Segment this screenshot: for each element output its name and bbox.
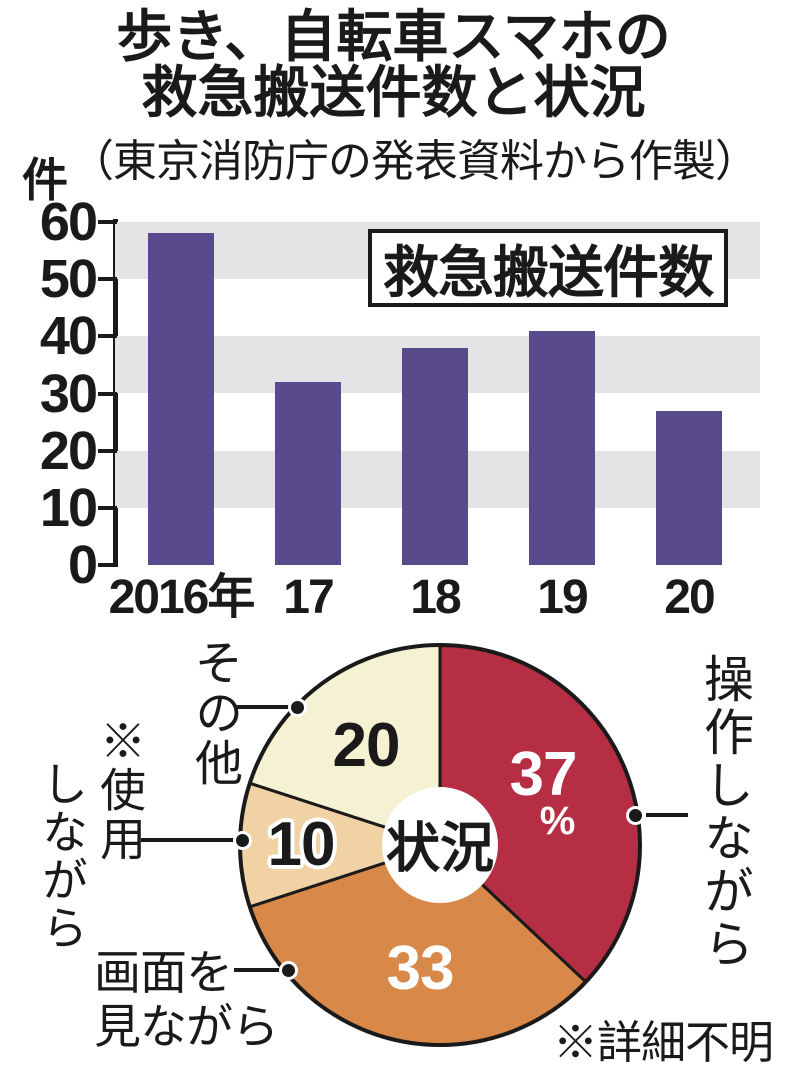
leader-line-while-operating <box>646 813 688 817</box>
y-axis-tick-label: 20 <box>39 420 98 481</box>
pie-slice-value-3: 20 <box>332 711 401 780</box>
x-axis-label: 18 <box>410 571 461 624</box>
leader-dot-while-using <box>233 831 252 850</box>
pie-chart <box>238 643 642 1047</box>
page-title-line2: 救急搬送件数と状況 <box>141 61 646 124</box>
y-axis-tick-label: 30 <box>39 363 98 424</box>
x-axis-label: 2016年 <box>108 571 256 624</box>
bar <box>529 330 595 565</box>
y-axis-tick <box>98 448 117 453</box>
leader-dot-while-operating <box>626 806 645 825</box>
x-axis-label: 17 <box>283 571 334 624</box>
y-axis-tick <box>98 220 117 224</box>
y-axis-unit-label: 件 <box>22 154 68 206</box>
bar <box>402 347 468 565</box>
pie-label-watching-screen-line1: 画面を <box>94 948 233 1000</box>
leader-line-other <box>236 705 294 709</box>
y-axis-tick-label: 50 <box>39 249 98 310</box>
pie-label-other: その他 <box>187 638 240 788</box>
x-axis-label: 19 <box>537 571 588 624</box>
leader-dot-other <box>288 698 307 717</box>
page-title-line1: 歩き、自転車スマホの <box>116 5 671 68</box>
pie-slice-value-1: 33 <box>386 934 455 1003</box>
y-axis-tick <box>98 563 117 567</box>
bar <box>656 410 722 565</box>
pie-center-label: 状況 <box>386 818 494 879</box>
y-axis-tick-label: 10 <box>39 477 98 538</box>
x-axis-label: 20 <box>664 571 715 624</box>
pie-slice-value-0: 37 <box>509 740 578 809</box>
pie-label-while-using-line2: しながら <box>36 760 87 952</box>
y-axis-tick-label: 40 <box>39 306 98 367</box>
pie-slice-unit-0: % <box>539 799 576 843</box>
pie-donut-hole <box>382 787 498 903</box>
source-subtitle: （東京消防庁の発表資料から作製） <box>70 137 759 186</box>
y-axis-tick-label: 60 <box>39 192 98 252</box>
y-axis-tick-label: 0 <box>67 535 98 595</box>
bar-chart-legend-label: 救急搬送件数 <box>383 240 714 304</box>
y-axis-tick <box>98 505 117 510</box>
pie-slice-value-2: 10 <box>267 810 336 879</box>
leader-line-while-using <box>141 838 241 842</box>
bar <box>275 382 341 565</box>
bar-chart-legend: 救急搬送件数 <box>368 229 728 307</box>
y-axis-tick <box>98 334 117 339</box>
leader-line-watching-screen <box>234 968 286 972</box>
footnote: ※詳細不明 <box>553 1018 774 1068</box>
pie-label-while-operating: 操作しながら <box>697 653 753 971</box>
y-axis-tick <box>98 277 117 282</box>
pie-label-while-using-line1: ※使用 <box>94 717 145 864</box>
leader-dot-watching-screen <box>279 961 298 980</box>
bar <box>148 233 214 565</box>
y-axis-tick <box>98 391 117 396</box>
pie-label-watching-screen-line2: 見ながら <box>94 1002 279 1054</box>
